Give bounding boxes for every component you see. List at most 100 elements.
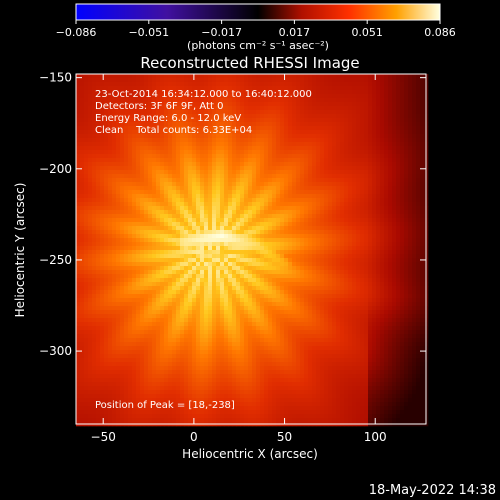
heatmap-cell <box>384 78 389 83</box>
heatmap-cell <box>416 122 421 127</box>
heatmap-cell <box>412 146 417 151</box>
heatmap-cell <box>192 110 197 115</box>
heatmap-cell <box>420 110 425 115</box>
heatmap-cell <box>152 78 157 83</box>
heatmap-cell <box>164 234 169 239</box>
heatmap-cell <box>276 242 281 247</box>
heatmap-cell <box>176 246 181 251</box>
heatmap-cell <box>404 226 409 231</box>
heatmap-cell <box>88 118 93 123</box>
heatmap-cell <box>140 130 145 135</box>
heatmap-cell <box>224 90 229 95</box>
heatmap-cell <box>136 250 141 255</box>
heatmap-cell <box>240 298 245 303</box>
heatmap-cell <box>284 278 289 283</box>
heatmap-cell <box>280 278 285 283</box>
heatmap-cell <box>248 214 253 219</box>
heatmap-cell <box>388 206 393 211</box>
heatmap-cell <box>132 242 137 247</box>
heatmap-cell <box>100 262 105 267</box>
heatmap-cell <box>152 98 157 103</box>
heatmap-cell <box>256 106 261 111</box>
heatmap-cell <box>396 114 401 119</box>
heatmap-cell <box>184 98 189 103</box>
heatmap-cell <box>244 106 249 111</box>
heatmap-cell <box>80 226 85 231</box>
heatmap-cell <box>340 74 345 79</box>
heatmap-cell <box>380 130 385 135</box>
heatmap-cell <box>84 270 89 275</box>
heatmap-cell <box>136 206 141 211</box>
heatmap-cell <box>176 206 181 211</box>
heatmap-cell <box>376 182 381 187</box>
heatmap-cell <box>144 86 149 91</box>
heatmap-cell <box>252 290 257 295</box>
heatmap-cell <box>400 166 405 171</box>
heatmap-cell <box>344 146 349 151</box>
heatmap-cell <box>208 162 213 167</box>
heatmap-cell <box>132 174 137 179</box>
heatmap-cell <box>368 126 373 131</box>
heatmap-cell <box>376 110 381 115</box>
heatmap-cell <box>400 226 405 231</box>
heatmap-cell <box>144 138 149 143</box>
heatmap-cell <box>340 90 345 95</box>
heatmap-cell <box>88 270 93 275</box>
heatmap-cell <box>228 146 233 151</box>
heatmap-cell <box>328 202 333 207</box>
heatmap-cell <box>288 110 293 115</box>
heatmap-cell <box>248 146 253 151</box>
heatmap-cell <box>408 278 413 283</box>
heatmap-cell <box>356 118 361 123</box>
heatmap-cell <box>160 154 165 159</box>
heatmap-cell <box>288 178 293 183</box>
heatmap-cell <box>244 186 249 191</box>
heatmap-cell <box>308 226 313 231</box>
heatmap-cell <box>100 150 105 155</box>
heatmap-cell <box>368 290 373 295</box>
heatmap-cell <box>244 198 249 203</box>
heatmap-cell <box>320 202 325 207</box>
heatmap-cell <box>388 78 393 83</box>
heatmap-cell <box>308 174 313 179</box>
heatmap-cell <box>228 262 233 267</box>
heatmap-cell <box>240 266 245 271</box>
heatmap-cell <box>412 190 417 195</box>
heatmap-cell <box>132 166 137 171</box>
heatmap-cell <box>100 178 105 183</box>
heatmap-cell <box>228 150 233 155</box>
heatmap-cell <box>392 126 397 131</box>
heatmap-cell <box>144 122 149 127</box>
heatmap-cell <box>396 270 401 275</box>
heatmap-cell <box>244 134 249 139</box>
heatmap-cell <box>372 110 377 115</box>
heatmap-cell <box>396 198 401 203</box>
heatmap-cell <box>228 270 233 275</box>
heatmap-cell <box>348 126 353 131</box>
heatmap-cell <box>84 194 89 199</box>
heatmap-cell <box>376 178 381 183</box>
heatmap-cell <box>312 274 317 279</box>
heatmap-cell <box>316 186 321 191</box>
heatmap-cell <box>144 134 149 139</box>
heatmap-cell <box>296 158 301 163</box>
heatmap-cell <box>296 258 301 263</box>
heatmap-cell <box>412 238 417 243</box>
heatmap-cell <box>256 206 261 211</box>
heatmap-cell <box>260 250 265 255</box>
heatmap-cell <box>304 222 309 227</box>
heatmap-cell <box>260 270 265 275</box>
heatmap-cell <box>336 270 341 275</box>
heatmap-cell <box>244 130 249 135</box>
heatmap-cell <box>408 270 413 275</box>
heatmap-cell <box>404 230 409 235</box>
heatmap-cell <box>192 286 197 291</box>
heatmap-cell <box>320 186 325 191</box>
heatmap-cell <box>372 162 377 167</box>
heatmap-cell <box>104 298 109 303</box>
heatmap-cell <box>272 126 277 131</box>
heatmap-cell <box>132 202 137 207</box>
heatmap-cell <box>256 234 261 239</box>
heatmap-cell <box>312 126 317 131</box>
heatmap-cell <box>112 190 117 195</box>
